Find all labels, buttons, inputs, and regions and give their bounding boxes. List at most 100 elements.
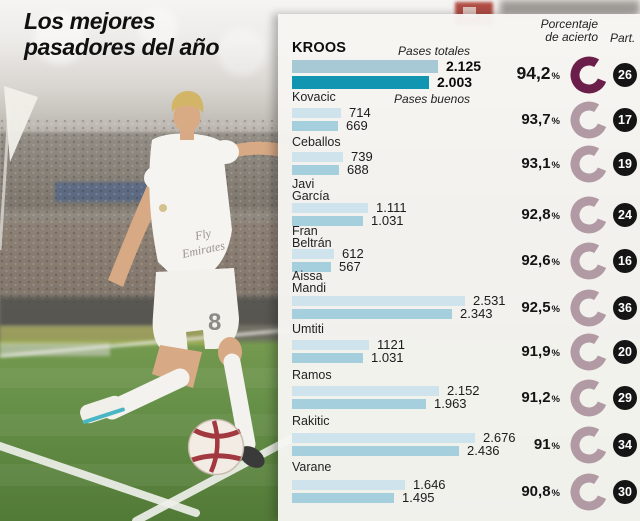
bar-value: 2.343 (460, 306, 493, 321)
accuracy-percent: 91,2% (470, 387, 560, 411)
player-figure: Fly Emirates 8 (80, 91, 290, 476)
player-name: Ceballos (292, 135, 341, 149)
accuracy-percent: 93,7% (470, 109, 560, 133)
accuracy-percent: 91% (470, 434, 560, 458)
bar-value: 1.031 (371, 350, 404, 365)
accuracy-percent: 92,6% (470, 250, 560, 274)
accuracy-ring (570, 101, 608, 138)
page-title: Los mejores pasadores del año (24, 8, 220, 60)
accuracy-ring (570, 473, 608, 510)
bar-pases-totales (292, 433, 475, 443)
accuracy-ring (570, 242, 608, 279)
shorts-number: 8 (208, 309, 221, 336)
matches-badge: 20 (613, 339, 637, 364)
bar-value: 567 (339, 259, 361, 274)
matches-badge: 17 (613, 107, 637, 132)
player-name: Kovacic (292, 90, 336, 104)
percent-sign: % (551, 303, 560, 315)
player-name: Rakitic (292, 414, 330, 428)
bar-value: 714 (349, 105, 371, 120)
bar-pases-buenos (292, 353, 363, 363)
percent-sign: % (551, 159, 560, 171)
bar-pases-totales (292, 340, 369, 350)
percent-sign: % (551, 210, 560, 222)
accuracy-value: 91,2 (521, 388, 551, 406)
percent-sign: % (551, 487, 560, 499)
bar-value: 1.111 (376, 200, 407, 215)
bar-pases-totales (292, 296, 465, 306)
player-name: Fran Beltrán (292, 224, 332, 250)
bar-pases-totales (292, 203, 368, 213)
matches-badge: 36 (613, 295, 637, 320)
player-name: Aissa Mandi (292, 269, 327, 295)
legend-pases-buenos: Pases buenos (393, 92, 470, 106)
bar-value: 1.646 (413, 477, 446, 492)
accuracy-value: 92,8 (521, 205, 551, 223)
bar-value: 2.436 (467, 443, 500, 458)
percent-sign: % (551, 440, 560, 452)
player-name: Ramos (292, 368, 332, 382)
accuracy-value: 90,8 (521, 482, 551, 500)
accuracy-value: 93,7 (521, 110, 551, 128)
matches-badge: 19 (613, 151, 637, 176)
bar-pases-buenos (292, 216, 363, 226)
bar-pases-buenos (292, 493, 394, 503)
bar-pases-buenos (292, 309, 452, 319)
column-header-accuracy: Porcentaje de acierto (540, 17, 598, 44)
matches-badge: 29 (613, 385, 637, 410)
accuracy-value: 92,5 (521, 298, 551, 316)
bar-value: 2.531 (473, 293, 506, 308)
bar-value: 2.125 (446, 58, 482, 74)
bar-value: 612 (342, 246, 364, 261)
accuracy-ring (570, 56, 608, 93)
accuracy-ring (570, 145, 608, 182)
percent-sign: % (551, 71, 560, 82)
bar-pases-totales (292, 108, 341, 118)
accuracy-percent: 91,9% (470, 341, 560, 365)
bar-pases-totales (292, 386, 439, 396)
matches-badge: 16 (613, 248, 637, 273)
bar-value: 739 (351, 149, 373, 164)
bar-pases-totales (292, 152, 343, 162)
bar-value: 1.031 (371, 213, 404, 228)
percent-sign: % (551, 256, 560, 268)
matches-badge: 26 (613, 62, 637, 87)
player-name: Varane (292, 460, 332, 474)
percent-sign: % (551, 115, 560, 127)
bar-value: 2.003 (437, 74, 473, 90)
accuracy-ring (570, 379, 608, 416)
accuracy-percent: 90,8% (470, 481, 560, 505)
column-header-participation: Part. (610, 31, 636, 45)
jersey-sponsor-line1: Fly (193, 226, 213, 243)
accuracy-value: 92,6 (521, 251, 551, 269)
accuracy-ring (570, 426, 608, 463)
accuracy-ring (570, 289, 608, 326)
matches-badge: 24 (613, 202, 637, 227)
percent-sign: % (551, 347, 560, 359)
accuracy-value: 91 (533, 435, 551, 453)
bar-value: 2.152 (447, 383, 480, 398)
accuracy-percent: 94,2% (470, 62, 560, 88)
accuracy-value: 91,9 (521, 342, 551, 360)
accuracy-ring (570, 333, 608, 370)
bar-value: 669 (346, 118, 368, 133)
bar-value: 1.963 (434, 396, 467, 411)
matches-badge: 30 (613, 479, 637, 504)
player-name: KROOS (292, 40, 347, 56)
accuracy-percent: 92,5% (470, 297, 560, 321)
accuracy-value: 93,1 (521, 154, 551, 172)
bar-pases-totales (292, 249, 334, 259)
matches-badge: 34 (613, 432, 637, 457)
bar-pases-totales (292, 60, 438, 73)
accuracy-ring (570, 196, 608, 233)
accuracy-percent: 92,8% (470, 204, 560, 228)
bar-pases-buenos (292, 262, 331, 272)
legend-pases-totales: Pases totales (397, 44, 470, 58)
accuracy-value: 94,2 (516, 63, 551, 83)
bar-value: 2.676 (483, 430, 516, 445)
bar-value: 1.495 (402, 490, 435, 505)
bar-value: 1121 (377, 337, 405, 352)
ball (187, 418, 245, 476)
accuracy-percent: 93,1% (470, 153, 560, 177)
